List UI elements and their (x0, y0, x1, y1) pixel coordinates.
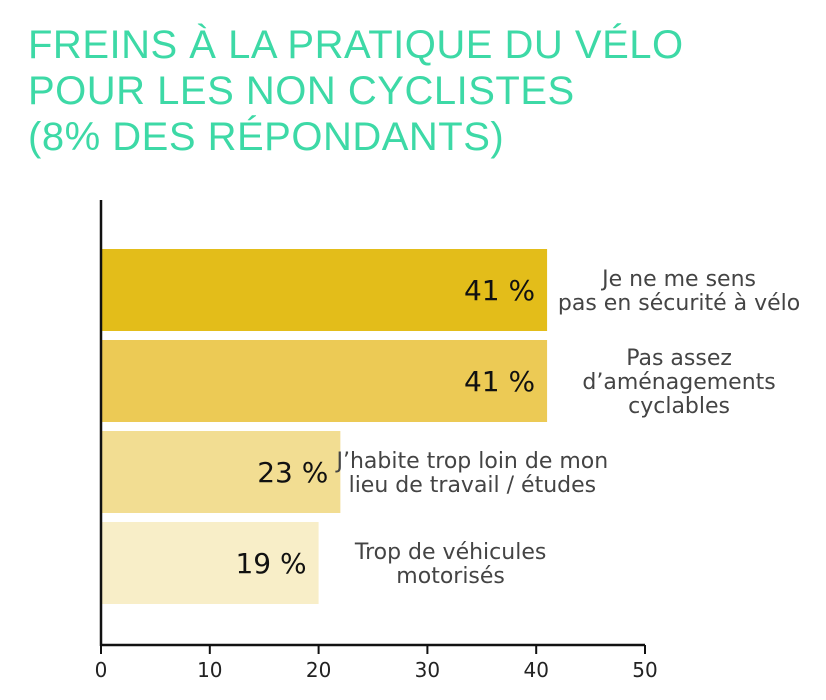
bar-4 (101, 522, 319, 604)
x-tick-label-30: 30 (415, 658, 440, 682)
x-tick-label-50: 50 (632, 658, 657, 682)
chart-title-line-3: (8% DES RÉPONDANTS) (28, 115, 505, 159)
category-label-1: Je ne me sens pas en sécurité à vélo (558, 267, 800, 316)
bar-value-label-4: 19 % (235, 547, 306, 580)
x-tick-label-10: 10 (197, 658, 222, 682)
category-label-2: Pas assez d’aménagements cyclables (582, 346, 775, 419)
bar-3 (101, 431, 341, 513)
chart-title: FREINS À LA PRATIQUE DU VÉLO POUR LES NO… (28, 22, 684, 160)
x-tick-label-20: 20 (306, 658, 331, 682)
chart-title-line-1: FREINS À LA PRATIQUE DU VÉLO (28, 23, 684, 67)
chart-title-line-2: POUR LES NON CYCLISTES (28, 69, 575, 113)
category-label-4: Trop de véhicules motorisés (354, 540, 546, 589)
bar-value-label-2: 41 % (464, 365, 535, 398)
bar-value-label-3: 23 % (257, 456, 328, 489)
x-tick-label-40: 40 (523, 658, 548, 682)
bar-1 (101, 249, 548, 331)
category-label-3: J’habite trop loin de mon lieu de travail… (335, 449, 609, 498)
bar-2 (101, 340, 548, 422)
bar-value-label-1: 41 % (464, 274, 535, 307)
x-tick-label-0: 0 (95, 658, 108, 682)
